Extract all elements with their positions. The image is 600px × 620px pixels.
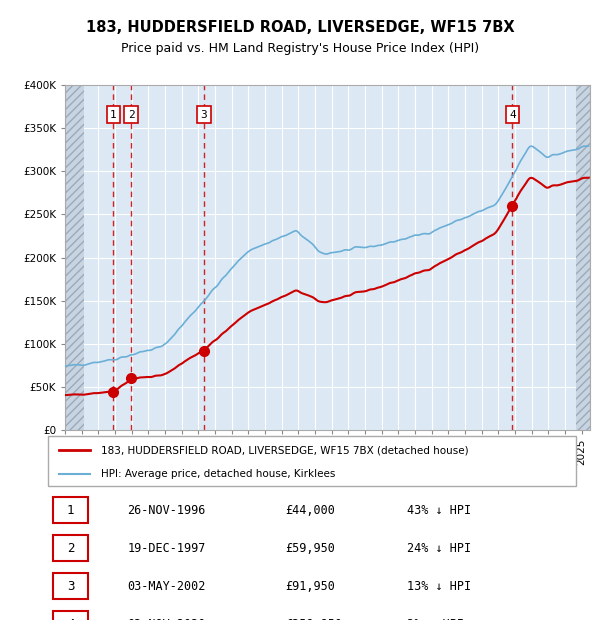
FancyBboxPatch shape [53,611,88,620]
Text: 03-MAY-2002: 03-MAY-2002 [127,580,206,593]
Text: £91,950: £91,950 [286,580,335,593]
Text: 2: 2 [128,110,134,120]
Text: 1: 1 [67,503,74,516]
Text: Price paid vs. HM Land Registry's House Price Index (HPI): Price paid vs. HM Land Registry's House … [121,42,479,55]
Text: 4: 4 [67,618,74,620]
Text: £259,950: £259,950 [286,618,343,620]
Text: 183, HUDDERSFIELD ROAD, LIVERSEDGE, WF15 7BX: 183, HUDDERSFIELD ROAD, LIVERSEDGE, WF15… [86,20,514,35]
Polygon shape [65,85,85,430]
Text: £59,950: £59,950 [286,542,335,555]
Text: 2: 2 [67,542,74,555]
FancyBboxPatch shape [53,573,88,600]
FancyBboxPatch shape [48,436,576,486]
Text: 13% ↓ HPI: 13% ↓ HPI [407,580,471,593]
Text: 02-NOV-2020: 02-NOV-2020 [127,618,206,620]
Text: £44,000: £44,000 [286,503,335,516]
Text: 4: 4 [509,110,516,120]
Text: 19-DEC-1997: 19-DEC-1997 [127,542,206,555]
Text: 43% ↓ HPI: 43% ↓ HPI [407,503,471,516]
Text: 3: 3 [67,580,74,593]
Text: 26-NOV-1996: 26-NOV-1996 [127,503,206,516]
FancyBboxPatch shape [53,535,88,562]
FancyBboxPatch shape [53,497,88,523]
Text: HPI: Average price, detached house, Kirklees: HPI: Average price, detached house, Kirk… [101,469,335,479]
Polygon shape [576,85,590,430]
Text: 183, HUDDERSFIELD ROAD, LIVERSEDGE, WF15 7BX (detached house): 183, HUDDERSFIELD ROAD, LIVERSEDGE, WF15… [101,445,469,455]
Text: 24% ↓ HPI: 24% ↓ HPI [407,542,471,555]
Text: 1: 1 [110,110,117,120]
Text: 3: 3 [200,110,207,120]
Text: 2% ↓ HPI: 2% ↓ HPI [407,618,464,620]
